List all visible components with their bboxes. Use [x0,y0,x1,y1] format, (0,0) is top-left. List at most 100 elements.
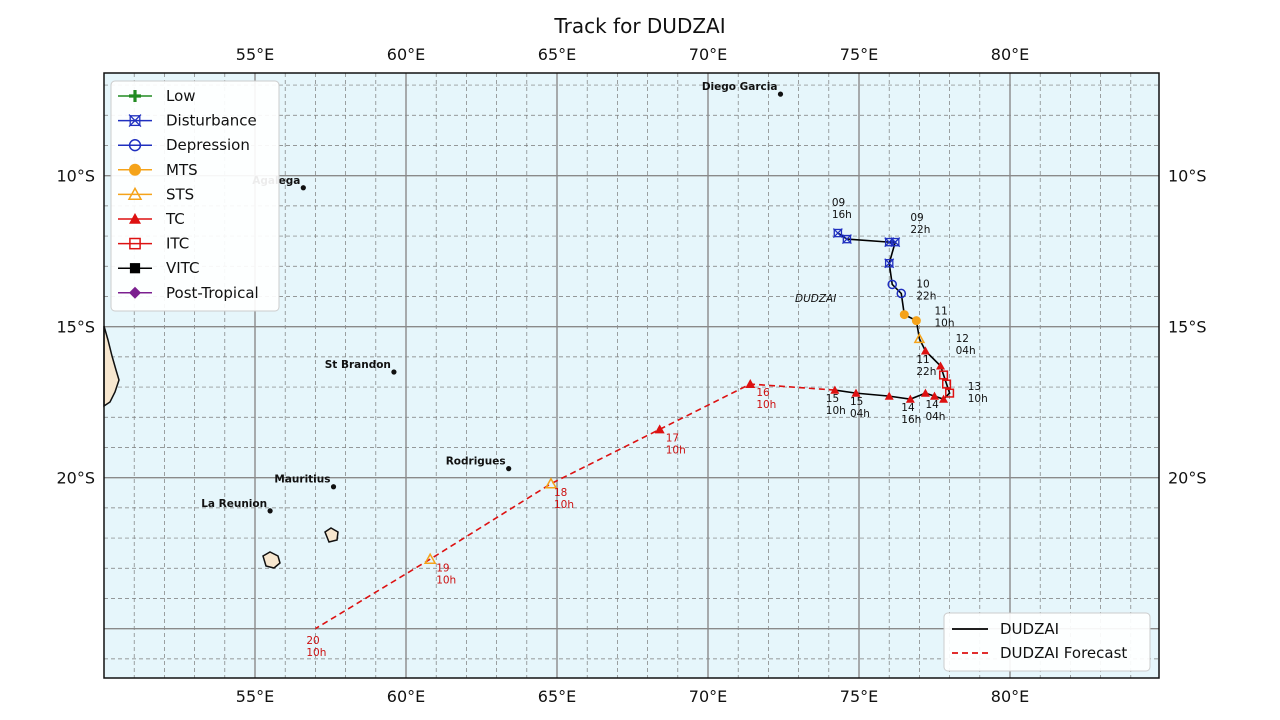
legend-item-label: Post-Tropical [166,284,259,302]
track-marker-depression [128,139,142,152]
category-legend: Low Disturbance Depression MTS STS TC ITC VITC P… [110,80,280,312]
legend-line-label: DUDZAI Forecast [1000,644,1127,662]
track-marker-mts [899,310,909,320]
time-label-day: 16 [756,387,770,399]
time-label-day: 19 [436,562,449,574]
place-label: Diego Garcia [702,81,778,93]
lon-tick-bottom: 80°E [991,687,1029,706]
lon-tick-top: 60°E [387,45,425,64]
lat-tick-right: 15°S [1168,318,1207,337]
legend-item-label: Depression [166,136,250,154]
time-label-day: 15 [826,393,839,405]
place-dot [777,91,784,97]
time-label-day: 11 [916,354,929,366]
track-marker-itc [942,379,952,389]
time-label-hour: 10h [968,393,988,405]
reunion-island [262,551,281,569]
place-label: Rodrigues [446,456,506,468]
observed-track-line [834,232,951,401]
track-marker-tc [905,394,915,403]
time-label-day: 14 [901,402,915,414]
time-label-day: 09 [910,212,923,224]
track-marker-tc [851,388,861,397]
time-label-hour: 10h [306,647,326,659]
time-label-hour: 10h [666,444,686,456]
lon-tick-top: 80°E [991,45,1029,64]
lon-tick-bottom: 75°E [840,687,878,706]
time-label-hour: 10h [554,499,574,511]
track-marker-depression [887,279,898,290]
place-dot [391,369,397,375]
lon-tick-bottom: 55°E [236,687,274,706]
place-dot [506,466,512,472]
storm-name-label: DUDZAI [795,293,836,305]
legend-item-label: Disturbance [166,112,257,130]
track-marker-tc [830,385,840,394]
time-label-day: 15 [850,396,863,408]
mauritius-island [324,527,339,543]
lat-tick-left: 10°S [56,167,95,186]
track-marker-disturbance [890,237,901,248]
time-label-day: 14 [925,399,939,411]
place-label: Mauritius [274,474,330,486]
lat-tick-left: 15°S [56,318,95,337]
track-marker-tc [920,346,930,355]
map-title: Track for DUDZAI [553,14,725,38]
legend-item-label: TC [165,210,185,228]
track-markers [423,228,955,564]
track-marker-mts [129,163,141,176]
axis-ticks: 55°E 55°E 60°E 60°E 65°E 65°E 70°E 70°E 75°E 75°E… [56,45,1206,706]
lon-tick-top: 70°E [689,45,727,64]
track-marker-sts [913,332,926,344]
track-marker-tc [884,391,894,400]
time-label-day: 13 [968,381,981,393]
legend-item-label: VITC [166,259,199,277]
track-marker-tc [654,424,665,434]
track-marker-tc [930,391,939,400]
lon-tick-top: 55°E [236,45,274,64]
lon-tick-bottom: 70°E [689,687,727,706]
track-marker-disturbance [832,228,843,239]
track-marker-sts [544,477,558,489]
place-dot [300,185,306,191]
legend-item-label: MTS [166,161,198,179]
time-label-hour: 10h [756,399,776,411]
track-legend: DUDZAI DUDZAI Forecast [943,612,1151,672]
track-marker-sts [423,552,437,564]
plot-frame [103,72,1160,679]
lon-tick-top: 65°E [538,45,576,64]
ocean-background [104,73,1159,678]
time-label-hour: 22h [916,290,936,302]
place-label: St Brandon [325,359,391,371]
time-label-hour: 10h [826,405,846,417]
time-label-day: 20 [306,635,319,647]
track-marker-disturbance [841,234,852,245]
track-marker-post_tropical [129,286,141,299]
track-marker-low [129,90,141,102]
time-label-hour: 10h [935,318,955,330]
legend-line-label: DUDZAI [1000,620,1059,638]
track-marker-sts [127,186,143,200]
track-marker-disturbance [884,258,895,269]
place-label: La Reunion [201,498,267,510]
time-label-hour: 16h [832,209,852,221]
time-label-hour: 04h [850,408,870,420]
lon-tick-bottom: 60°E [387,687,425,706]
track-marker-vitc [129,263,141,274]
place-dot [330,484,337,490]
track-marker-disturbance [128,114,142,128]
storm-tracks [314,232,951,630]
madagascar-coast [103,325,120,408]
time-label-hour: 10h [436,574,456,586]
time-label-day: 18 [554,487,567,499]
time-label-hour: 04h [956,345,976,357]
time-label-day: 10 [916,278,929,290]
time-label-day: 09 [832,197,845,209]
category-legend-box [110,80,280,312]
major-gridlines [104,73,1159,678]
lat-tick-right: 20°S [1168,469,1207,488]
track-marker-itc [129,237,141,250]
track-marker-itc [945,388,955,398]
